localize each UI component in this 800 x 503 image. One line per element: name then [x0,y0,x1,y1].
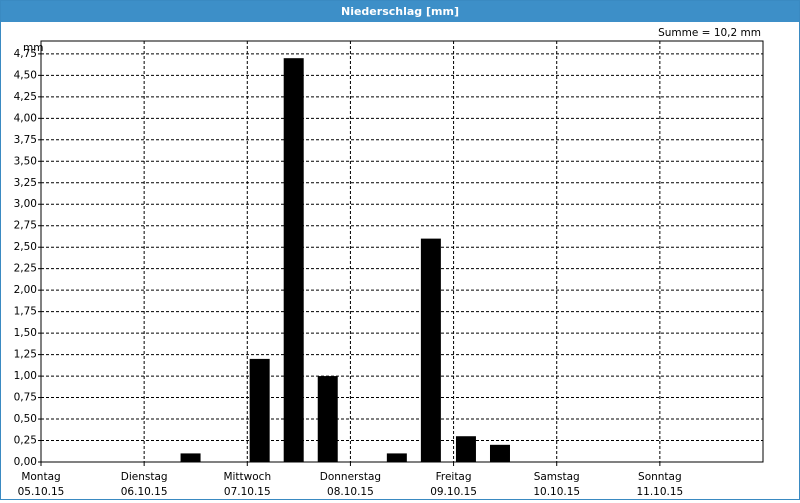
x-tick-label: 06.10.15 [121,486,168,498]
y-tick-label: 3,00 [14,198,37,210]
y-tick-label: 4,25 [14,91,37,103]
bar [420,238,441,462]
x-tick-label: 08.10.15 [327,486,374,498]
y-tick-label: 0,00 [14,456,37,468]
x-tick-label: 09.10.15 [430,486,477,498]
y-tick-label: 3,25 [14,177,37,189]
y-tick-label: 3,75 [14,134,37,146]
y-tick-label: 0,50 [14,413,37,425]
bar [455,436,476,462]
y-tick-label: 1,00 [14,370,37,382]
bar [386,453,407,462]
y-tick-label: 4,00 [14,112,37,124]
x-weekday-label: Mittwoch [223,471,271,483]
x-weekday-label: Freitag [436,471,472,483]
bar [249,358,270,462]
x-tick-label: 10.10.15 [533,486,580,498]
x-tick-label: 11.10.15 [636,486,683,498]
sum-annotation: Summe = 10,2 mm [658,27,761,39]
y-tick-label: 2,50 [14,241,37,253]
bar [317,376,338,462]
y-tick-label: 0,75 [14,392,37,404]
plot-frame [40,40,764,463]
y-tick-label: 2,75 [14,220,37,232]
x-tick-label: 07.10.15 [224,486,271,498]
y-tick-label: 1,50 [14,327,37,339]
x-weekday-label: Montag [21,471,60,483]
y-tick-label: 4,50 [14,69,37,81]
y-tick-label: 1,75 [14,306,37,318]
bar [180,453,201,462]
y-tick-label: 2,00 [14,284,37,296]
y-tick-label: 2,25 [14,263,37,275]
x-weekday-label: Dienstag [121,471,168,483]
chart-title: Niederschlag [mm] [1,1,799,22]
x-weekday-label: Sonntag [638,471,682,483]
chart: Summe = 10,2 mm mm 0,00 0,25 0,50 0,75 1,00 1… [14,27,764,498]
x-weekday-label: Donnerstag [320,471,381,483]
y-tick-label: 1,25 [14,349,37,361]
y-unit: mm [23,42,43,54]
x-weekday-label: Samstag [534,471,580,483]
y-tick-label: 3,50 [14,155,37,167]
y-tick-label: 0,25 [14,435,37,447]
y-tick-label: 4,75 [14,48,37,60]
bar [489,444,510,462]
x-tick-label: 05.10.15 [18,486,65,498]
bar [283,58,304,462]
